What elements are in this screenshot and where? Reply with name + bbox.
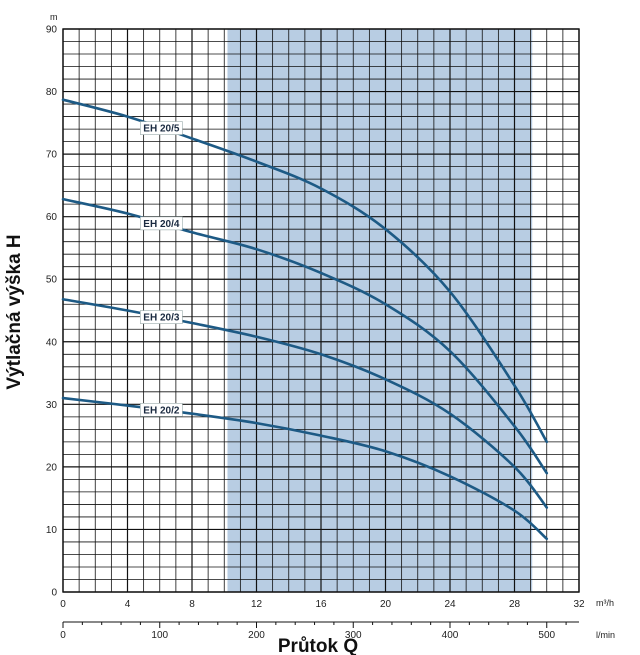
x-tick-label-m3h: 20 bbox=[380, 599, 392, 610]
series-label-box bbox=[140, 310, 183, 324]
series-label-box bbox=[140, 121, 183, 135]
shaded-operating-range bbox=[227, 29, 533, 592]
y-tick-label: 50 bbox=[46, 275, 58, 286]
y-tick-label: 90 bbox=[46, 25, 58, 36]
x-axis-label: Průtok Q bbox=[278, 636, 358, 655]
series-label-box bbox=[140, 216, 183, 231]
x-tick-label-m3h: 16 bbox=[315, 599, 327, 610]
y-tick-label: 10 bbox=[46, 525, 58, 536]
curve-labels: EH 20/5 EH 20/4 EH 20/3 EH 20/2 bbox=[140, 121, 183, 417]
series-label: EH 20/3 bbox=[143, 313, 180, 324]
y-tick-label: 60 bbox=[46, 212, 58, 223]
y-tick-label: 30 bbox=[46, 400, 58, 411]
y-axis-label: Výtlačná výška H bbox=[4, 234, 25, 389]
x-tick-label-m3h: 0 bbox=[60, 599, 66, 610]
x-axis-unit-m3h: m³/h bbox=[596, 598, 614, 608]
y-axis-unit: m bbox=[50, 12, 58, 22]
y-tick-label: 0 bbox=[51, 588, 57, 599]
x-tick-label-lmin: 200 bbox=[248, 630, 265, 641]
series-label-box bbox=[140, 403, 183, 417]
x-axis-unit-lmin: l/min bbox=[596, 630, 615, 640]
x-tick-label-m3h: 4 bbox=[125, 599, 131, 610]
x-tick-label-m3h: 32 bbox=[573, 599, 585, 610]
x-tick-label-lmin: 400 bbox=[442, 630, 459, 641]
y-tick-label: 70 bbox=[46, 150, 58, 161]
shaded-range bbox=[227, 29, 533, 592]
x-tick-label-m3h: 24 bbox=[444, 599, 456, 610]
x-tick-label-lmin: 0 bbox=[60, 630, 66, 641]
series-label: EH 20/5 bbox=[143, 124, 180, 135]
x-tick-label-lmin: 500 bbox=[538, 630, 555, 641]
x-tick-label-lmin: 100 bbox=[151, 630, 168, 641]
x-tick-label-m3h: 28 bbox=[509, 599, 521, 610]
series-label: EH 20/4 bbox=[143, 219, 180, 230]
y-tick-label: 40 bbox=[46, 337, 58, 348]
y-tick-label: 80 bbox=[46, 87, 58, 98]
y-tick-label: 20 bbox=[46, 462, 58, 473]
x-tick-label-m3h: 12 bbox=[251, 599, 263, 610]
series-label: EH 20/2 bbox=[143, 405, 180, 416]
axes: m m³/h l/min Výtlačná výška H Průtok Q 0… bbox=[4, 12, 615, 655]
x-tick-label-m3h: 8 bbox=[189, 599, 195, 610]
x-tick-label-lmin: 300 bbox=[345, 630, 362, 641]
plot-border bbox=[62, 28, 580, 593]
